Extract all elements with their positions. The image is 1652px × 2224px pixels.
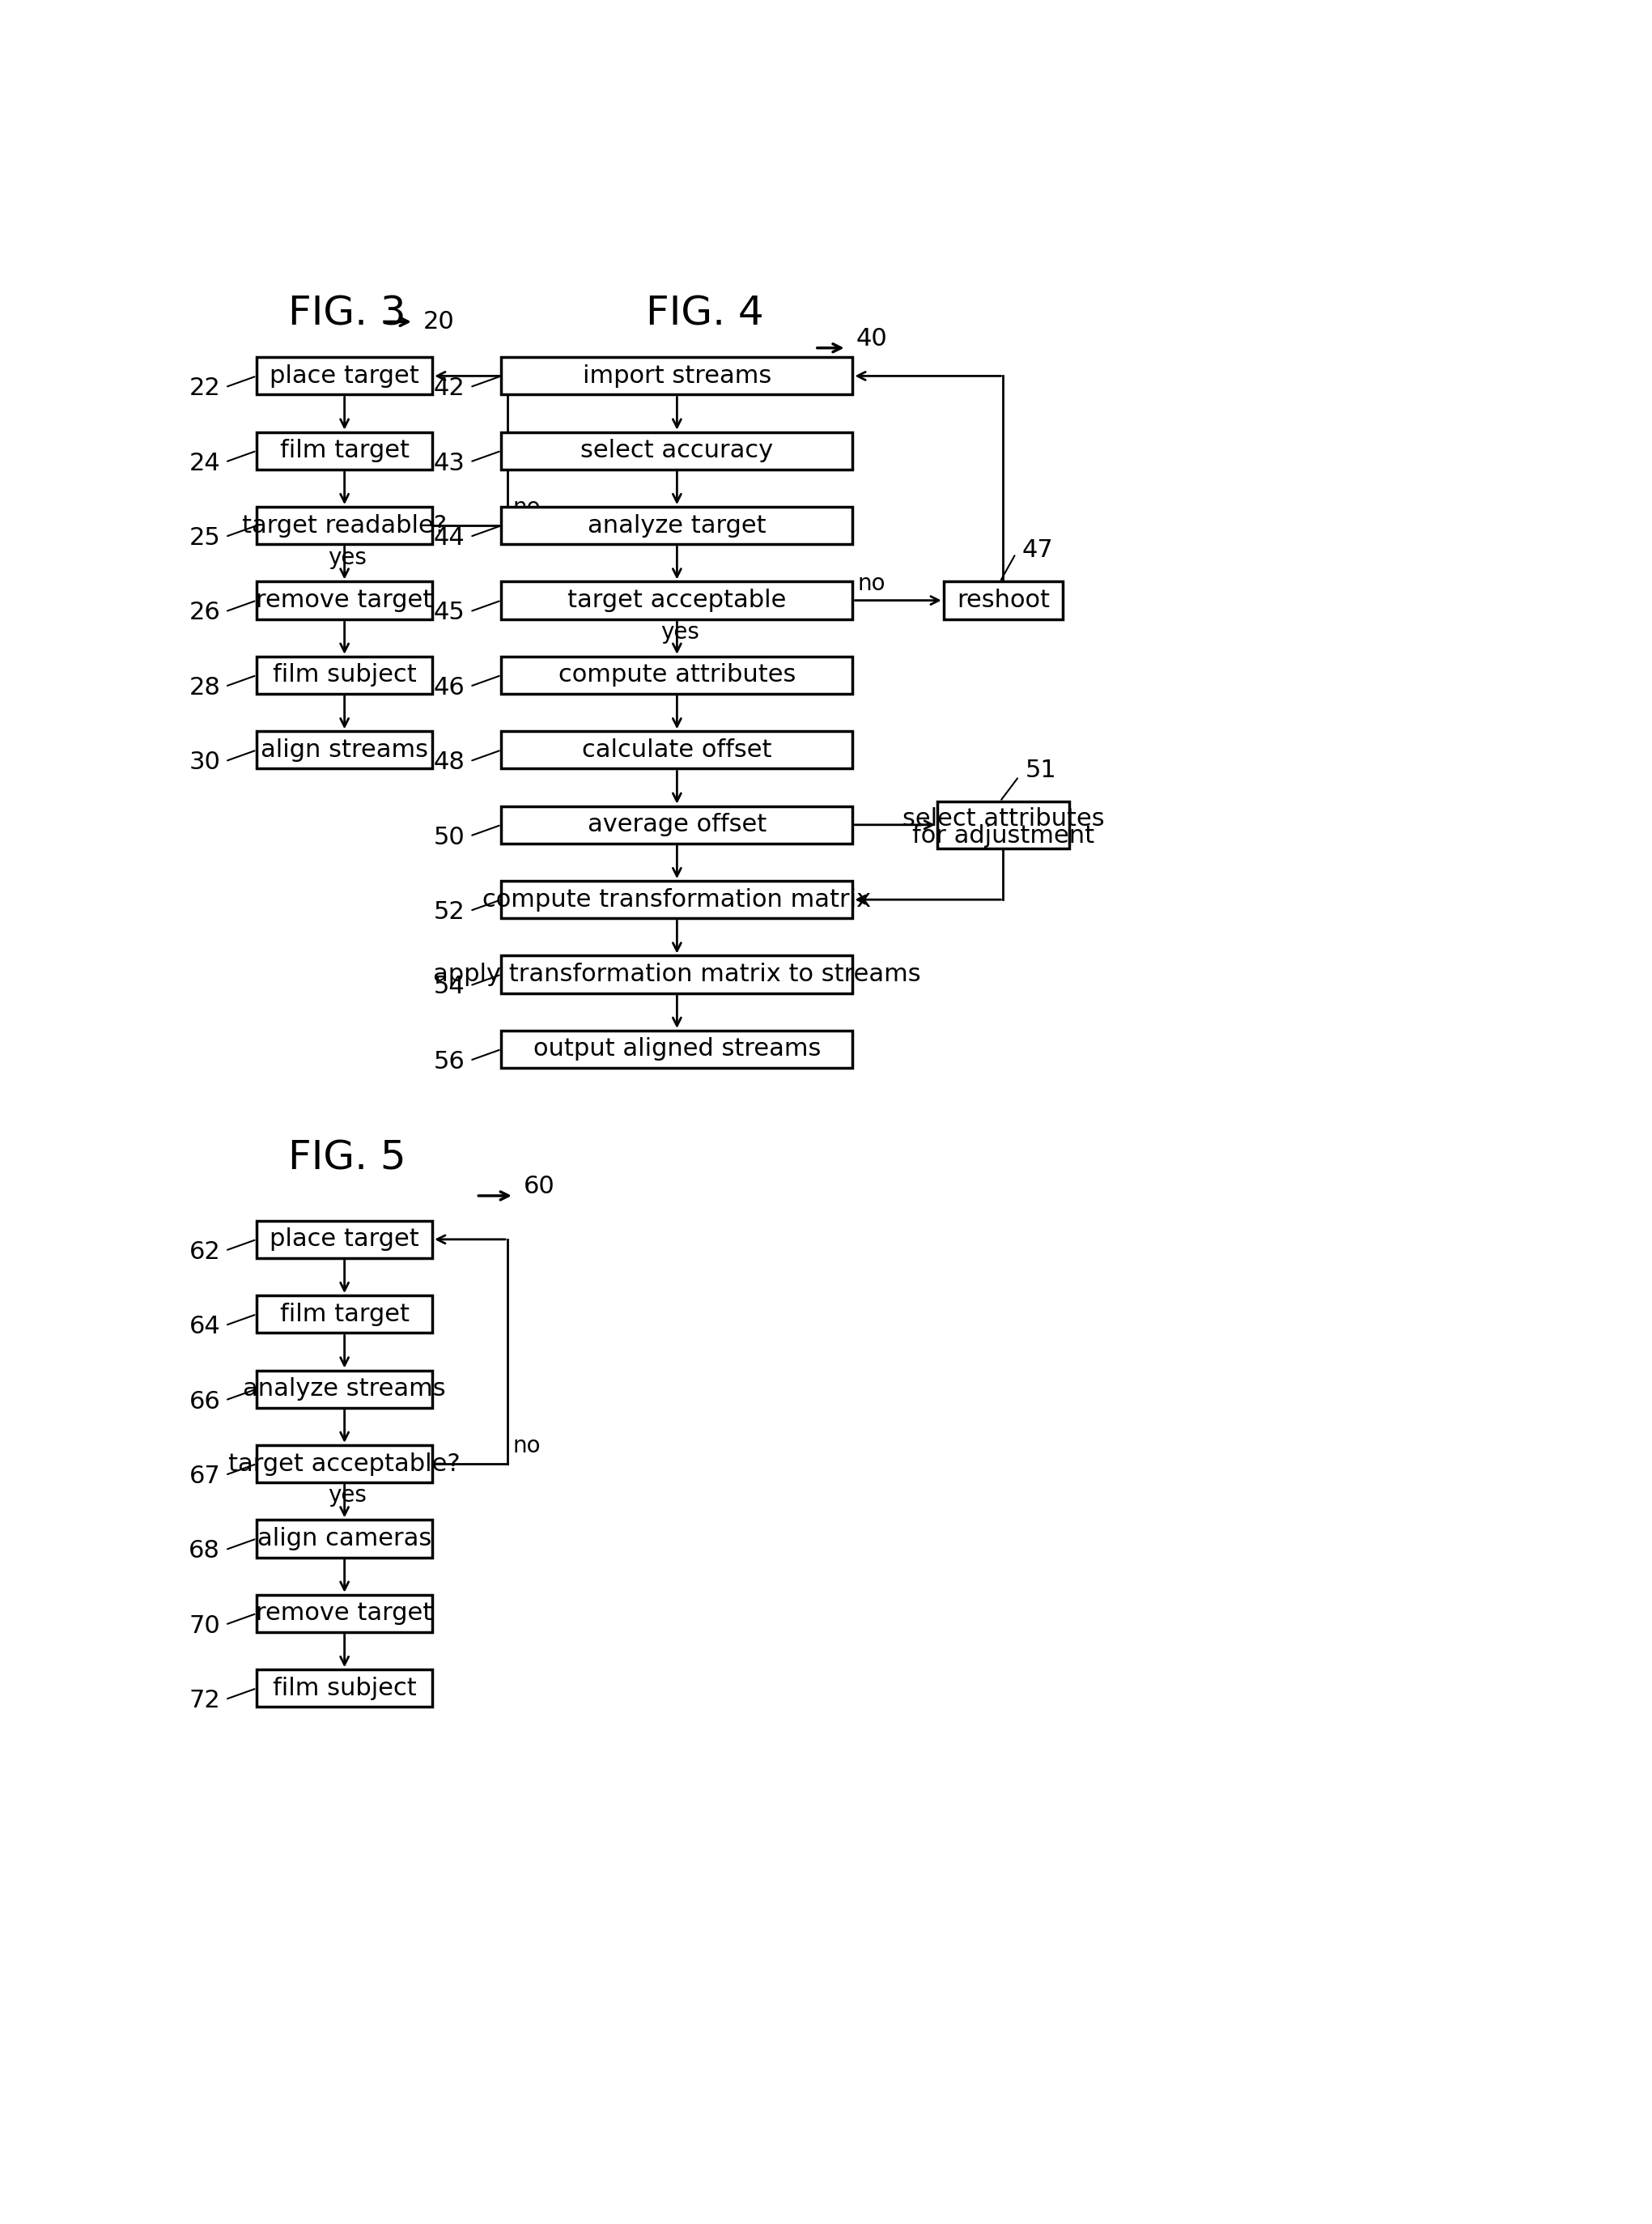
Bar [256, 656, 433, 694]
Text: 67: 67 [188, 1466, 220, 1488]
Text: 26: 26 [188, 600, 220, 625]
Text: 62: 62 [188, 1241, 220, 1263]
Text: 47: 47 [1023, 538, 1054, 563]
Text: target acceptable: target acceptable [568, 589, 786, 612]
Bar [501, 732, 852, 770]
Text: 70: 70 [188, 1615, 220, 1637]
Text: 40: 40 [856, 327, 887, 351]
Text: 46: 46 [433, 676, 464, 698]
Text: 66: 66 [188, 1390, 220, 1412]
Text: place target: place target [269, 1228, 420, 1252]
Text: FIG. 5: FIG. 5 [287, 1139, 406, 1179]
Bar [501, 431, 852, 469]
Text: 50: 50 [433, 825, 464, 850]
Text: 22: 22 [188, 376, 220, 400]
Text: FIG. 3: FIG. 3 [287, 294, 406, 334]
Bar [256, 1670, 433, 1708]
Text: no: no [512, 496, 540, 520]
Text: film subject: film subject [273, 1677, 416, 1699]
Text: align streams: align streams [261, 738, 428, 763]
Bar [501, 656, 852, 694]
Text: 42: 42 [433, 376, 464, 400]
Text: apply transformation matrix to streams: apply transformation matrix to streams [433, 963, 920, 985]
Text: film subject: film subject [273, 663, 416, 687]
Bar [256, 358, 433, 394]
Bar [501, 507, 852, 545]
Text: yes: yes [661, 620, 699, 643]
Text: no: no [857, 574, 885, 596]
Bar [256, 1221, 433, 1259]
Text: compute transformation matrix: compute transformation matrix [482, 887, 871, 912]
Text: compute attributes: compute attributes [558, 663, 796, 687]
Text: yes: yes [329, 547, 367, 569]
Text: for adjustment: for adjustment [912, 825, 1094, 847]
Text: 25: 25 [188, 527, 220, 549]
Text: 54: 54 [433, 974, 464, 999]
Bar [943, 583, 1062, 618]
Text: 52: 52 [433, 901, 464, 923]
Text: 51: 51 [1026, 758, 1057, 783]
Text: calculate offset: calculate offset [582, 738, 771, 763]
Text: 20: 20 [423, 309, 454, 334]
Bar [256, 583, 433, 618]
Bar [501, 956, 852, 994]
Text: film target: film target [279, 438, 410, 463]
Text: 56: 56 [433, 1050, 464, 1074]
Bar [256, 431, 433, 469]
Bar [256, 1519, 433, 1557]
Text: 43: 43 [433, 451, 464, 476]
Text: 45: 45 [433, 600, 464, 625]
Text: target acceptable?: target acceptable? [228, 1452, 461, 1475]
Bar [501, 1030, 852, 1068]
Text: select accuracy: select accuracy [580, 438, 773, 463]
Text: analyze target: analyze target [588, 514, 767, 538]
Text: 48: 48 [433, 752, 464, 774]
Text: place target: place target [269, 365, 420, 387]
Text: FIG. 4: FIG. 4 [646, 294, 763, 334]
Text: no: no [512, 1434, 540, 1457]
Text: 44: 44 [433, 527, 464, 549]
Bar [501, 358, 852, 394]
Text: 64: 64 [188, 1314, 220, 1339]
Text: 60: 60 [524, 1174, 555, 1199]
Bar [256, 1446, 433, 1483]
Bar [256, 1370, 433, 1408]
Bar [501, 881, 852, 919]
Bar [501, 583, 852, 618]
Text: import streams: import streams [583, 365, 771, 387]
Text: select attributes: select attributes [902, 807, 1104, 830]
Text: reshoot: reshoot [957, 589, 1049, 612]
Text: yes: yes [329, 1483, 367, 1508]
Text: 30: 30 [188, 752, 220, 774]
Bar [501, 805, 852, 843]
Text: 24: 24 [188, 451, 220, 476]
Bar [256, 732, 433, 770]
Text: align cameras: align cameras [258, 1528, 431, 1550]
Bar [256, 507, 433, 545]
Text: analyze streams: analyze streams [243, 1377, 446, 1401]
Text: target readable?: target readable? [243, 514, 448, 538]
Text: average offset: average offset [588, 814, 767, 836]
Text: remove target: remove target [256, 1601, 433, 1626]
Text: 68: 68 [188, 1539, 220, 1563]
Text: 72: 72 [188, 1688, 220, 1712]
Bar [256, 1595, 433, 1632]
Text: film target: film target [279, 1303, 410, 1326]
Bar [937, 801, 1069, 847]
Bar [256, 1297, 433, 1332]
Text: remove target: remove target [256, 589, 433, 612]
Text: output aligned streams: output aligned streams [534, 1039, 821, 1061]
Text: 28: 28 [188, 676, 220, 698]
